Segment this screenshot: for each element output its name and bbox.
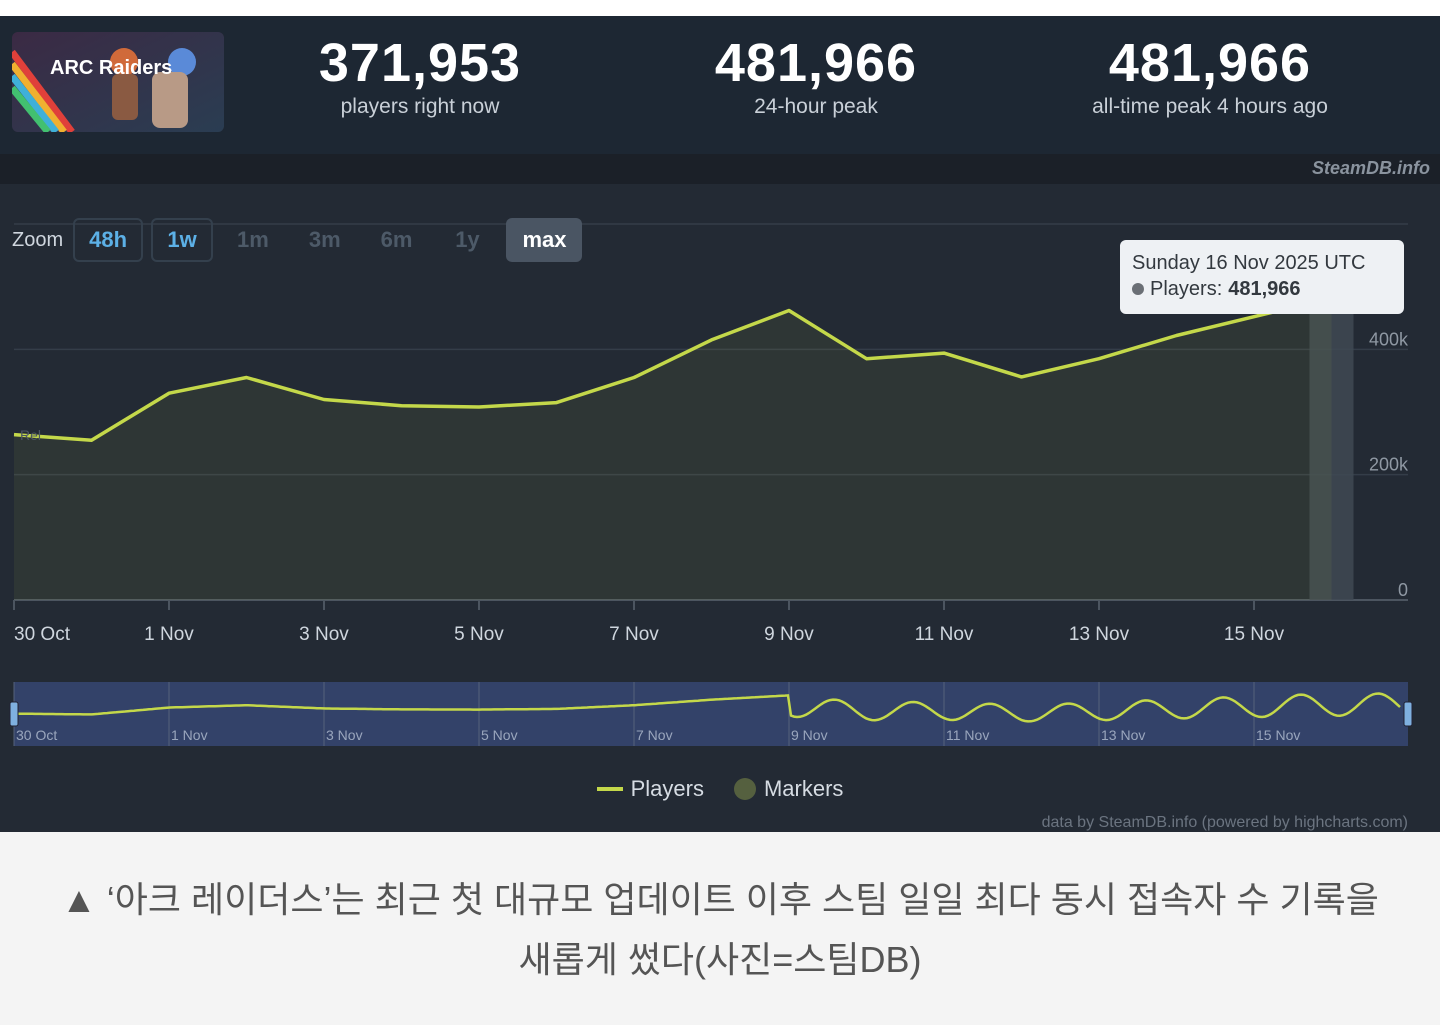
hover-band <box>1309 314 1354 600</box>
zoom-48h-button[interactable]: 48h <box>73 218 144 262</box>
legend-label: Players <box>630 776 704 801</box>
stat-label: 24-hour peak <box>754 95 878 118</box>
zoom-controls: Zoom 48h 1w 1m 3m 6m 1y max <box>12 218 583 262</box>
steamdb-credit-link[interactable]: SteamDB.info <box>1311 158 1430 178</box>
x-tick-label: 30 Oct <box>14 624 71 645</box>
stat-current-players: 371,953 players right now <box>240 32 600 120</box>
navigator-tick-label: 30 Oct <box>16 727 57 743</box>
game-logo[interactable]: ARC Raiders <box>12 32 224 132</box>
zoom-6m-button: 6m <box>380 227 413 252</box>
navigator-handle-right <box>1403 701 1413 727</box>
x-tick-label: 1 Nov <box>144 624 194 645</box>
legend-label: Markers <box>763 776 844 801</box>
zoom-1w-button[interactable]: 1w <box>151 218 214 262</box>
stat-all-time-peak: 481,966 all-time peak 4 hours ago <box>1030 32 1390 120</box>
navigator-line <box>13 692 1401 723</box>
navigator-tick-label: 9 Nov <box>791 727 828 743</box>
stat-label: all-time peak 4 hours ago <box>1092 95 1328 118</box>
zoom-1y-button: 1y <box>455 227 480 252</box>
zoom-max-button[interactable]: max <box>506 218 583 262</box>
caption-line-2: 새롭게 썼다(사진=스팀DB) <box>518 939 922 980</box>
stat-24h-peak: 481,966 24-hour peak <box>636 32 996 120</box>
navigator-tick-label: 15 Nov <box>1256 727 1300 743</box>
caption-line-1: ▲ ‘아크 레이더스’는 최근 첫 대규모 업데이트 이후 스팀 일일 최다 동… <box>61 879 1379 920</box>
x-tick-label: 9 Nov <box>764 624 814 645</box>
x-tick-label: 5 Nov <box>454 624 504 645</box>
tooltip-date: Sunday 16 Nov 2025 UTC <box>1132 252 1366 274</box>
x-tick-label: 13 Nov <box>1069 624 1130 645</box>
stat-value: 481,966 <box>714 33 918 93</box>
legend-item-markers[interactable]: Markers <box>733 776 844 802</box>
y-tick-label: 400k <box>1369 329 1409 349</box>
navigator-tick-label: 7 Nov <box>636 727 673 743</box>
navigator-tick-label: 5 Nov <box>481 727 518 743</box>
navigator-mask <box>14 682 1408 746</box>
navigator-tick-label: 13 Nov <box>1101 727 1145 743</box>
navigator-tick-label: 3 Nov <box>326 727 363 743</box>
y-tick-label: 0 <box>1398 580 1408 600</box>
header-bar: ARC Raiders 371,953 players right now 48… <box>0 16 1440 154</box>
stat-value: 371,953 <box>318 33 522 93</box>
stat-value: 481,966 <box>1108 33 1312 93</box>
navigator-tick-label: 11 Nov <box>946 727 989 743</box>
chart-tooltip: Sunday 16 Nov 2025 UTC Players: 481,966 <box>1120 240 1404 314</box>
navigator-tick-label: 1 Nov <box>171 727 208 743</box>
x-tick-label: 3 Nov <box>299 624 349 645</box>
highcharts-credit[interactable]: data by SteamDB.info (powered by highcha… <box>1041 814 1408 831</box>
x-tick-label: 11 Nov <box>915 624 974 645</box>
steamdb-panel: ARC Raiders 371,953 players right now 48… <box>0 16 1440 832</box>
tooltip-value-row: Players: 481,966 <box>1132 276 1392 302</box>
zoom-1m-button: 1m <box>237 227 269 252</box>
chart-legend: Players Markers <box>0 776 1440 802</box>
photo-caption: ▲ ‘아크 레이더스’는 최근 첫 대규모 업데이트 이후 스팀 일일 최다 동… <box>0 832 1440 1025</box>
rel-annotation: Rel <box>20 427 41 443</box>
navigator-handle-left <box>9 701 19 727</box>
logo-text: ARC Raiders <box>50 57 172 79</box>
tooltip-series-label: Players: <box>1150 278 1223 300</box>
x-tick-label: 7 Nov <box>609 624 659 645</box>
tooltip-value: 481,966 <box>1228 278 1301 300</box>
legend-dot-swatch <box>733 778 756 800</box>
players-chart[interactable]: 0 200k 400k 30 Oct 1 Nov 3 Nov 5 Nov 7 Nov 9 Nov… <box>0 184 1440 832</box>
tooltip-bullet-icon <box>1132 283 1144 295</box>
y-tick-label: 200k <box>1369 455 1409 475</box>
zoom-3m-button: 3m <box>308 227 341 252</box>
players-line <box>13 296 1332 442</box>
players-area <box>14 298 1332 600</box>
stat-label: players right now <box>340 95 500 118</box>
legend-line-swatch <box>596 787 623 791</box>
x-tick-label: 15 Nov <box>1224 624 1285 645</box>
zoom-label: Zoom <box>12 228 64 251</box>
legend-item-players[interactable]: Players <box>596 776 704 802</box>
game-logo-art: ARC Raiders <box>12 32 224 132</box>
